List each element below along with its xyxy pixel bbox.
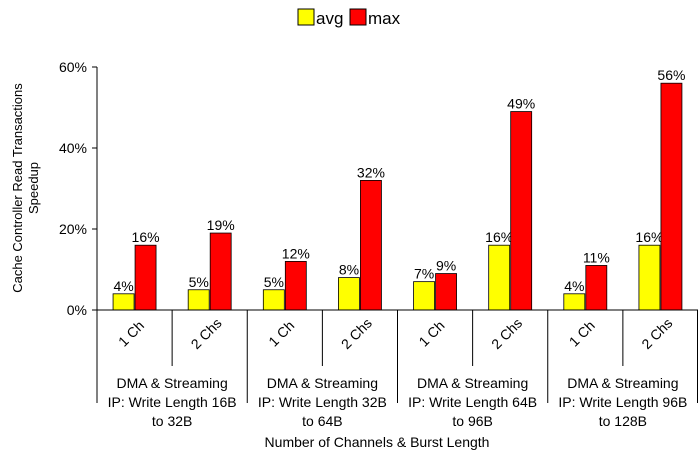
bar-avg (488, 244, 511, 311)
data-label-max: 19% (207, 217, 235, 233)
group-label-line: IP: Write Length 64B (408, 394, 537, 410)
bars: 4% 16% 5% 19% 5% 12% 8% 32% 7%9% 16% 49% 4% 11% 16% 56… (112, 67, 685, 311)
group-label-line: IP: Write Length 96B (558, 394, 687, 410)
group-label-line: to 128B (599, 413, 647, 429)
category-label: 1 Ch (265, 317, 297, 349)
data-label-max: 9% (436, 258, 456, 274)
group-label-line: DMA & Streaming (116, 375, 227, 391)
group-label-line: IP: Write Length 32B (258, 394, 387, 410)
data-label-max: 32% (357, 164, 385, 180)
x-axis-title: Number of Channels & Burst Length (265, 434, 490, 450)
data-label-avg: 5% (264, 274, 284, 290)
y-axis-title: Cache Controller Read Transactions Speedu… (10, 83, 41, 293)
group-label-line: IP: Write Length 16B (108, 394, 237, 410)
bar-avg (338, 277, 360, 311)
y-tick-label: 0% (67, 302, 87, 318)
category-label: 2 Chs (638, 315, 675, 352)
data-label-max: 11% (583, 249, 610, 265)
group-label-line: DMA & Streaming (567, 375, 678, 391)
category-label: 2 Chs (188, 315, 225, 352)
bar-avg (262, 289, 285, 311)
legend-label-avg: avg (316, 9, 343, 28)
bar-max (435, 273, 457, 311)
data-label-avg: 8% (339, 262, 359, 278)
y-axis-title-line: Cache Controller Read Transactions (10, 83, 25, 293)
data-label-max: 12% (282, 245, 310, 261)
bar-avg (563, 293, 586, 311)
bar-max (660, 82, 683, 311)
data-label-avg: 5% (189, 274, 209, 290)
bar-max (209, 232, 232, 311)
bar-avg (112, 293, 135, 311)
legend: avg max (297, 8, 401, 28)
bar-avg (187, 289, 210, 311)
data-label-avg: 7% (414, 266, 434, 282)
bar-avg (413, 281, 435, 311)
group-label-line: DMA & Streaming (267, 375, 378, 391)
y-axis-title-line: Speedup (26, 162, 41, 214)
category-label: 1 Ch (415, 317, 447, 349)
y-tick-label: 20% (59, 221, 87, 237)
data-label-avg: 16% (485, 229, 513, 245)
y-tick-label: 40% (59, 140, 87, 156)
y-tick-label: 60% (59, 59, 87, 75)
category-label: 2 Chs (338, 315, 375, 352)
bar-max (360, 179, 382, 311)
bar-max (585, 265, 608, 311)
group-label-line: to 32B (152, 413, 192, 429)
category-label: 1 Ch (115, 317, 147, 349)
data-label-avg: 4% (113, 278, 133, 294)
bar-avg (638, 244, 661, 311)
group-label-line: to 64B (302, 413, 342, 429)
y-axis: 0% 20% 40% 60% (59, 59, 98, 318)
data-label-max: 49% (507, 96, 535, 112)
data-label-max: 56% (657, 67, 685, 83)
bar-max (510, 111, 533, 311)
group-label-line: DMA & Streaming (417, 375, 528, 391)
category-label: 1 Ch (566, 317, 598, 349)
data-label-avg: 16% (635, 229, 663, 245)
group-label-line: to 96B (452, 413, 492, 429)
legend-swatch-max (349, 8, 367, 26)
category-label: 2 Chs (488, 315, 525, 352)
data-label-max: 16% (132, 229, 160, 245)
data-label-avg: 4% (564, 278, 584, 294)
legend-swatch-avg (297, 8, 315, 26)
bar-max (134, 244, 157, 311)
legend-label-max: max (368, 9, 401, 28)
bar-max (284, 260, 307, 311)
x-axis: 1 Ch 2 Chs 1 Ch 2 Chs 1 Ch 2 Chs 1 Ch 2 Chs DMA … (96, 309, 698, 429)
